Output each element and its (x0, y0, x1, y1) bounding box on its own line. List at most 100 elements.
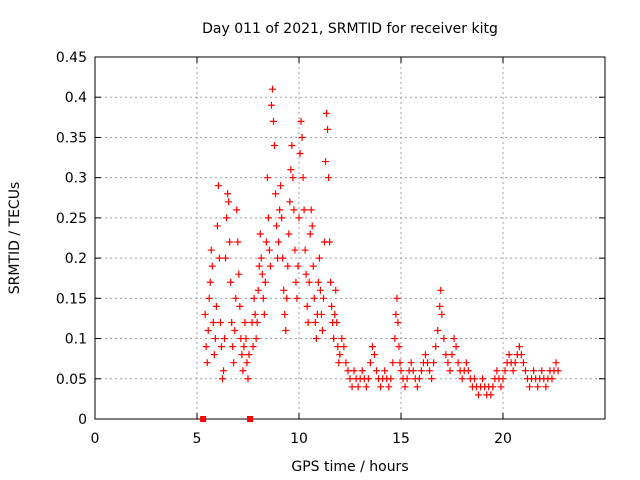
data-point (263, 174, 271, 182)
data-point (221, 335, 229, 343)
data-point (213, 222, 221, 230)
data-point (450, 335, 458, 343)
data-point (452, 343, 460, 351)
data-point (202, 343, 210, 351)
data-point (211, 335, 219, 343)
data-point (261, 278, 269, 286)
data-point (296, 150, 304, 158)
data-point (238, 351, 246, 359)
x-axis-label: GPS time / hours (291, 459, 408, 475)
data-point (444, 359, 452, 367)
data-point (275, 238, 283, 246)
data-point (252, 335, 260, 343)
data-point (262, 238, 270, 246)
data-point (258, 270, 266, 278)
data-point (497, 383, 505, 391)
data-point (434, 327, 442, 335)
data-point (318, 327, 326, 335)
data-point (229, 343, 237, 351)
data-point (249, 343, 257, 351)
data-point (310, 294, 318, 302)
data-point (240, 343, 248, 351)
data-point (340, 343, 348, 351)
data-point (335, 359, 343, 367)
axis-ticks: 0 0.05 0.1 0.15 0.2 0.25 0.3 0.35 0.4 0.45 0 5 10 15 2… (56, 50, 605, 447)
data-point (290, 206, 298, 214)
data-point (305, 278, 313, 286)
data-point (241, 318, 249, 326)
data-point (306, 230, 314, 238)
data-point (242, 335, 250, 343)
data-point (530, 367, 538, 375)
data-point (299, 174, 307, 182)
data-point (394, 318, 402, 326)
data-point (336, 351, 344, 359)
data-point (432, 343, 440, 351)
data-point (342, 359, 350, 367)
data-point (231, 327, 239, 335)
data-point (264, 214, 272, 222)
data-point (212, 302, 220, 310)
grid (95, 57, 605, 419)
data-point (322, 158, 330, 166)
data-point (479, 375, 487, 383)
gap-marker (247, 416, 254, 422)
data-point (215, 254, 223, 262)
y-tick-label: 0.35 (56, 130, 87, 146)
data-point (403, 375, 411, 383)
data-point (259, 294, 267, 302)
x-tick-label: 0 (91, 431, 100, 447)
data-point (222, 254, 230, 262)
data-point (362, 383, 370, 391)
data-point (454, 359, 462, 367)
chart-title: Day 011 of 2021, SRMTID for receiver kit… (202, 21, 498, 37)
data-point (395, 343, 403, 351)
y-tick-label: 0.05 (56, 372, 87, 388)
y-tick-label: 0.45 (56, 50, 87, 66)
data-point (554, 367, 562, 375)
data-point (373, 367, 381, 375)
data-point (308, 222, 316, 230)
data-point (208, 262, 216, 270)
data-point (392, 310, 400, 318)
data-point (205, 294, 213, 302)
data-point (332, 286, 340, 294)
data-point (279, 254, 287, 262)
data-point (311, 318, 319, 326)
y-tick-label: 0 (78, 412, 87, 428)
data-point (487, 391, 495, 399)
data-point (393, 294, 401, 302)
data-point (538, 367, 546, 375)
data-point (323, 109, 331, 117)
data-point (281, 310, 289, 318)
data-point (448, 351, 456, 359)
data-point (295, 214, 303, 222)
data-point (284, 262, 292, 270)
data-point (232, 294, 240, 302)
data-point (227, 278, 235, 286)
data-point (216, 318, 224, 326)
data-point (256, 230, 264, 238)
data-point (316, 286, 324, 294)
data-point (426, 367, 434, 375)
data-point (368, 343, 376, 351)
data-point (206, 278, 214, 286)
data-point (366, 359, 374, 367)
data-point (219, 375, 226, 383)
data-point (307, 206, 315, 214)
data-point (437, 286, 445, 294)
data-point (244, 375, 252, 383)
data-point (338, 335, 346, 343)
data-point (330, 335, 338, 343)
data-point (534, 383, 542, 391)
data-point (292, 278, 300, 286)
y-tick-label: 0.1 (65, 332, 87, 348)
data-point (413, 383, 421, 391)
data-point (511, 359, 519, 367)
data-point (389, 359, 397, 367)
y-tick-label: 0.15 (56, 291, 87, 307)
data-point (304, 318, 312, 326)
data-point (489, 383, 497, 391)
data-point (289, 174, 297, 182)
